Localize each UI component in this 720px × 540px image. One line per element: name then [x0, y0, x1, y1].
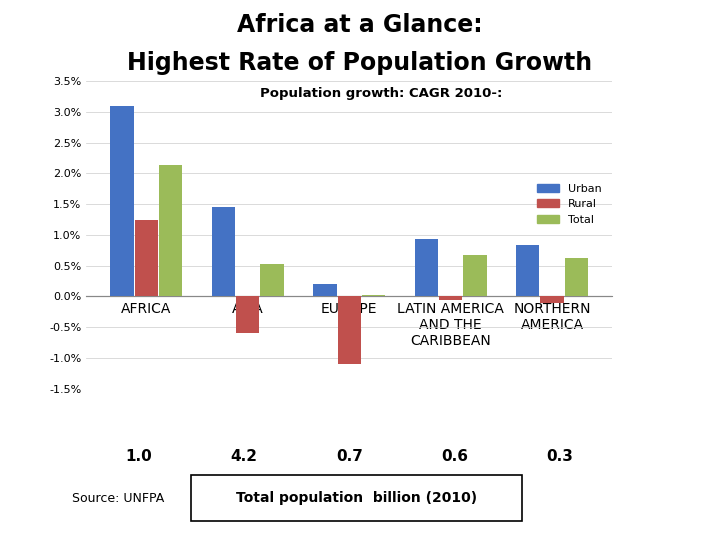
Bar	[541, 296, 564, 302]
Legend: Urban, Rural, Total: Urban, Rural, Total	[533, 179, 606, 229]
Text: Africa at a Glance:: Africa at a Glance:	[237, 14, 483, 37]
Bar	[135, 219, 158, 296]
Bar	[338, 296, 361, 364]
Bar	[159, 165, 182, 296]
Bar	[464, 254, 487, 296]
Bar	[439, 296, 462, 300]
Bar	[236, 296, 259, 333]
Bar	[212, 207, 235, 296]
Text: 0.7: 0.7	[336, 449, 363, 464]
Bar	[110, 106, 134, 296]
Bar	[261, 264, 284, 296]
Text: Source: UNFPA: Source: UNFPA	[72, 491, 164, 505]
Bar	[362, 295, 385, 296]
Bar	[415, 239, 438, 296]
Text: 4.2: 4.2	[230, 449, 258, 464]
Text: Highest Rate of Population Growth: Highest Rate of Population Growth	[127, 51, 593, 75]
Text: 0.3: 0.3	[546, 449, 573, 464]
Text: Total population  billion (2010): Total population billion (2010)	[236, 491, 477, 505]
Bar	[516, 245, 539, 296]
Bar	[313, 284, 336, 296]
Text: 1.0: 1.0	[125, 449, 153, 464]
Bar	[564, 258, 588, 296]
Text: 0.6: 0.6	[441, 449, 468, 464]
Text: Population growth: CAGR 2010-:: Population growth: CAGR 2010-:	[260, 87, 503, 100]
